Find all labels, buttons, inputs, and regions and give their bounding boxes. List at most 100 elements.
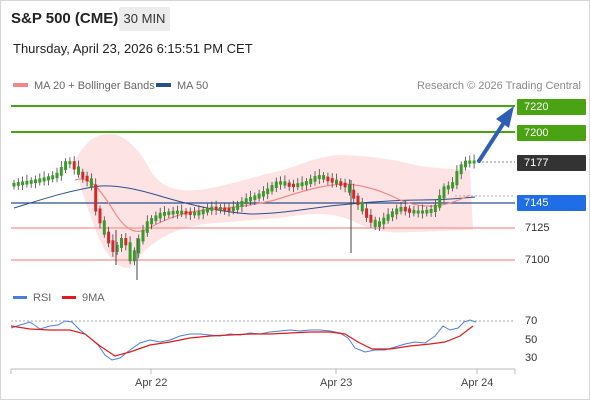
candle-body (59, 167, 63, 176)
candle-body (210, 206, 214, 211)
candle-body (459, 164, 463, 175)
x-label-apr23: Apr 23 (320, 377, 353, 389)
target-tag-7200: 7200 (517, 125, 586, 141)
rsi-level-50: 50 (525, 334, 538, 346)
candle-body (158, 212, 162, 219)
legend-ma20-label: MA 20 + Bollinger Bands (34, 80, 155, 92)
candle-body (386, 214, 390, 221)
candle-body (373, 219, 377, 227)
candle-body (137, 238, 141, 254)
candle-body (279, 181, 283, 185)
copyright-label: Research © 2026 Trading Central (416, 80, 581, 92)
candle-body (304, 181, 308, 186)
candle-body (399, 206, 403, 212)
x-label-apr22: Apr 22 (135, 377, 168, 389)
candle-body (16, 182, 20, 186)
candle-body (464, 160, 467, 168)
candle-body (206, 207, 209, 213)
candle-body (124, 238, 128, 246)
candle-body (188, 211, 192, 215)
legend-rsi-label: RSI (33, 292, 52, 304)
candle-body (72, 161, 76, 170)
candle-body (128, 242, 132, 262)
candle-body (433, 204, 437, 213)
ma50-swatch-icon (156, 83, 171, 88)
candle-body (25, 180, 29, 185)
candle-body (416, 210, 420, 214)
candle-body (429, 209, 433, 213)
x-label-apr24: Apr 24 (461, 377, 494, 389)
candle-body (201, 209, 205, 215)
candle-body (42, 177, 46, 182)
candle-body (29, 180, 33, 184)
candle-body (451, 182, 455, 189)
candle-body (85, 175, 89, 182)
legend-ma50-label: MA 50 (177, 80, 209, 92)
candle-body (283, 181, 287, 186)
candle-body (98, 208, 102, 224)
candle-body (421, 210, 424, 214)
candle-body (317, 175, 321, 180)
rsi-level-70: 70 (525, 315, 538, 327)
candle-body (446, 185, 450, 190)
candle-body (335, 179, 338, 185)
candle-body (154, 215, 158, 222)
candle-body (141, 229, 145, 242)
timeframe-button[interactable]: 30 MIN (119, 7, 170, 31)
candle-body (180, 210, 184, 215)
candle-body (300, 182, 304, 187)
candle-body (240, 201, 244, 207)
candle-body (468, 160, 472, 164)
candle-body (171, 210, 175, 215)
candle-body (343, 182, 347, 188)
legend-ma50: MA 50 (156, 80, 208, 92)
pivot-tag-7145: 7145 (517, 195, 586, 211)
candle-body (55, 172, 59, 179)
candle-body (89, 178, 93, 188)
candle-body (395, 208, 399, 215)
candle-body (231, 206, 235, 212)
datetime-label: Thursday, April 23, 2026 6:15:51 PM CET (13, 41, 253, 56)
candle-body (163, 211, 166, 216)
rsi-swatch-icon (13, 295, 27, 299)
forecast-arrowhead-icon (496, 106, 514, 128)
legend-ma20: MA 20 + Bollinger Bands (13, 80, 155, 92)
candle-body (175, 210, 179, 214)
ma9-swatch-icon (62, 295, 76, 299)
candle-body (365, 208, 369, 218)
ma20-swatch-icon (13, 83, 28, 88)
candle-body (322, 175, 326, 180)
candle-body (51, 175, 55, 180)
candle-body (378, 221, 381, 227)
candle-body (249, 196, 252, 202)
candle-body (292, 183, 295, 188)
candle-body (102, 220, 106, 235)
forecast-arrow (477, 122, 505, 163)
bollinger-band (75, 134, 473, 269)
candle-body (339, 181, 343, 186)
candle-body (21, 181, 25, 186)
candle-body (77, 166, 80, 175)
candle-body (184, 211, 188, 215)
candle-body (296, 183, 300, 188)
candlesticks (12, 154, 476, 280)
candle-body (218, 207, 222, 211)
instrument-title: S&P 500 (CME) (11, 10, 119, 27)
candle-body (227, 207, 231, 212)
candle-body (223, 207, 227, 211)
candle-body (261, 191, 265, 197)
candle-body (257, 193, 261, 199)
last-price-tag: 7177 (517, 155, 586, 171)
candle-body (107, 231, 111, 244)
candle-body (236, 203, 240, 210)
candle-body (94, 184, 98, 212)
candle-body (266, 188, 270, 195)
candle-body (132, 250, 136, 262)
ma50-line (13, 185, 476, 215)
support-label-7125: 7125 (525, 222, 550, 234)
candle-body (382, 217, 386, 225)
candle-body (274, 181, 278, 189)
candle-body (438, 195, 442, 208)
candle-body (197, 211, 201, 216)
